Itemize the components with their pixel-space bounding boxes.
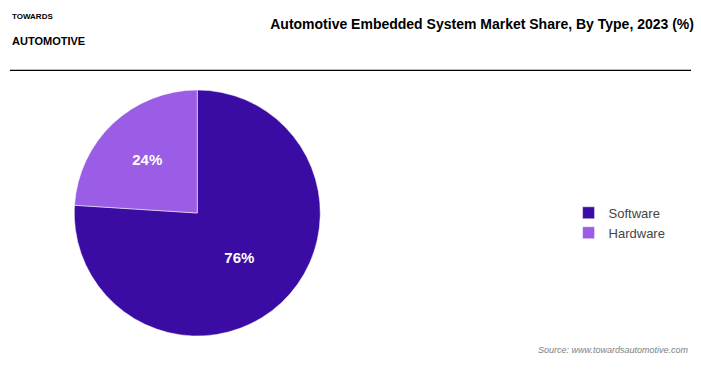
svg-text:Hardware: Hardware	[609, 226, 665, 241]
svg-text:Software: Software	[609, 206, 660, 221]
svg-text:Source: www.towardsautomotive.: Source: www.towardsautomotive.com	[538, 345, 689, 355]
svg-text:AUTOMOTIVE: AUTOMOTIVE	[12, 35, 85, 47]
svg-text:24%: 24%	[132, 151, 162, 168]
svg-text:76%: 76%	[224, 249, 254, 266]
svg-text:TOWARDS: TOWARDS	[12, 12, 53, 21]
svg-text:Automotive Embedded System Mar: Automotive Embedded System Market Share,…	[270, 16, 694, 32]
